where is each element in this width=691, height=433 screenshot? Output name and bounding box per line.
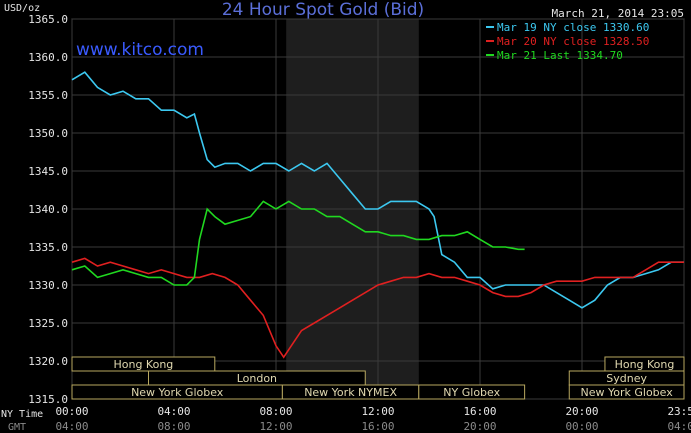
session-label: New York Globex bbox=[581, 386, 674, 399]
y-tick-label: 1360.0 bbox=[28, 51, 68, 64]
y-tick-label: 1315.0 bbox=[28, 393, 68, 406]
session-label: New York Globex bbox=[131, 386, 224, 399]
x-tick-label-ny: 00:00 bbox=[55, 405, 88, 418]
session-label: Hong Kong bbox=[113, 358, 173, 371]
session-label: NY Globex bbox=[443, 386, 500, 399]
chart-title: 24 Hour Spot Gold (Bid) bbox=[222, 0, 424, 20]
session-label: London bbox=[237, 372, 277, 385]
y-tick-label: 1320.0 bbox=[28, 355, 68, 368]
y-axis-ticks: 1365.0 1360.0 1355.0 1350.0 1345.0 1340.0 1335… bbox=[28, 13, 68, 406]
session-label: Sydney bbox=[606, 372, 647, 385]
x-tick-label-gmt: 20:00 bbox=[463, 420, 496, 433]
x-tick-label-ny: 12:00 bbox=[361, 405, 394, 418]
x-tick-label-gmt: 04:00 bbox=[667, 420, 691, 433]
y-tick-label: 1340.0 bbox=[28, 203, 68, 216]
series-line bbox=[71, 71, 684, 309]
legend-entry: Mar 19 NY close 1330.60 bbox=[497, 21, 649, 34]
y-tick-label: 1345.0 bbox=[28, 165, 68, 178]
series-line bbox=[71, 200, 525, 286]
x-axis-ticks: 00:00 04:00 04:00 08:00 08:00 12:00 12:00 16:00… bbox=[55, 405, 691, 433]
x-tick-label-ny: 16:00 bbox=[463, 405, 496, 418]
session-box bbox=[71, 356, 216, 372]
y-tick-label: 1350.0 bbox=[28, 127, 68, 140]
y-tick-label: 1365.0 bbox=[28, 13, 68, 26]
ny-time-label: NY Time bbox=[1, 409, 43, 420]
x-tick-label-gmt: 12:00 bbox=[259, 420, 292, 433]
y-tick-label: 1325.0 bbox=[28, 317, 68, 330]
x-tick-label-gmt: 00:00 bbox=[565, 420, 598, 433]
session-box bbox=[418, 384, 526, 400]
x-tick-label-ny: 23:59 bbox=[667, 405, 691, 418]
timestamp: March 21, 2014 23:05 bbox=[552, 7, 684, 20]
y-tick-label: 1335.0 bbox=[28, 241, 68, 254]
x-tick-label-gmt: 04:00 bbox=[55, 420, 88, 433]
series-line bbox=[71, 257, 684, 359]
unit-label: USD/oz bbox=[4, 3, 40, 14]
x-tick-label-gmt: 16:00 bbox=[361, 420, 394, 433]
y-tick-label: 1355.0 bbox=[28, 89, 68, 102]
y-tick-label: 1330.0 bbox=[28, 279, 68, 292]
brand-watermark: www.kitco.com bbox=[76, 40, 204, 60]
session-label: Hong Kong bbox=[615, 358, 675, 371]
price-series bbox=[71, 71, 684, 359]
x-tick-label-ny: 08:00 bbox=[259, 405, 292, 418]
x-tick-label-gmt: 08:00 bbox=[157, 420, 190, 433]
x-tick-label-ny: 20:00 bbox=[565, 405, 598, 418]
session-box bbox=[568, 384, 685, 400]
x-tick-label-ny: 04:00 bbox=[157, 405, 190, 418]
legend-entry: Mar 21 Last 1334.70 bbox=[497, 49, 623, 62]
gmt-label: GMT bbox=[8, 422, 26, 433]
legend-entry: Mar 20 NY close 1328.50 bbox=[497, 35, 649, 48]
session-label: New York NYMEX bbox=[304, 386, 397, 399]
